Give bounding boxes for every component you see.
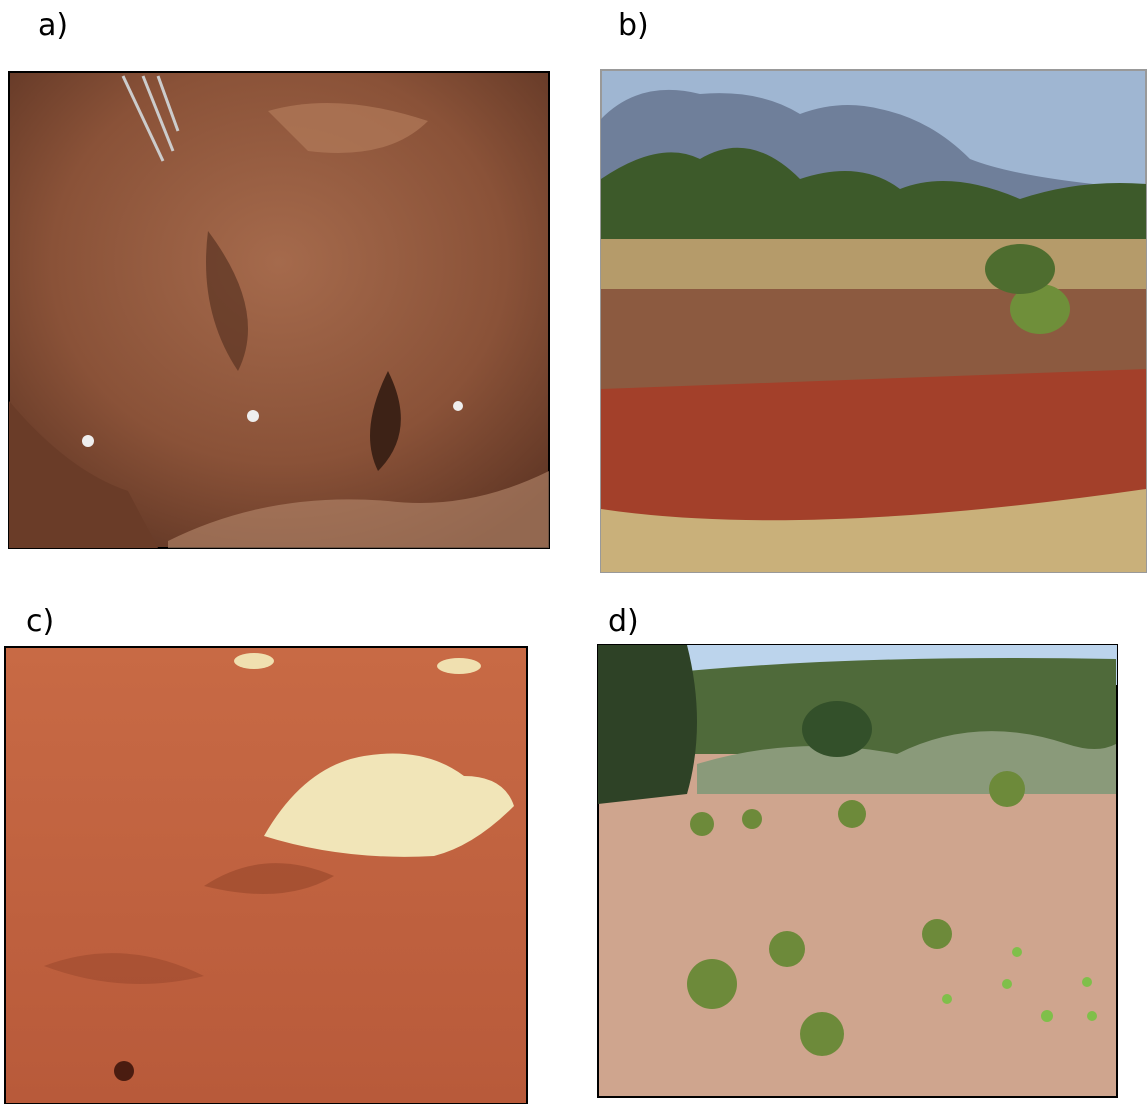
panel-label: d) <box>608 604 639 639</box>
panel-label: b) <box>618 8 649 43</box>
panel-label: a) <box>38 8 68 43</box>
panel-label: c) <box>26 604 54 639</box>
photo-red-soil <box>4 646 528 1104</box>
photo-sandy-ground <box>597 644 1118 1098</box>
photo-field-landscape <box>600 69 1147 573</box>
figure: a) b) c) d) <box>0 0 1147 1104</box>
photo-soil-closeup <box>8 71 550 549</box>
